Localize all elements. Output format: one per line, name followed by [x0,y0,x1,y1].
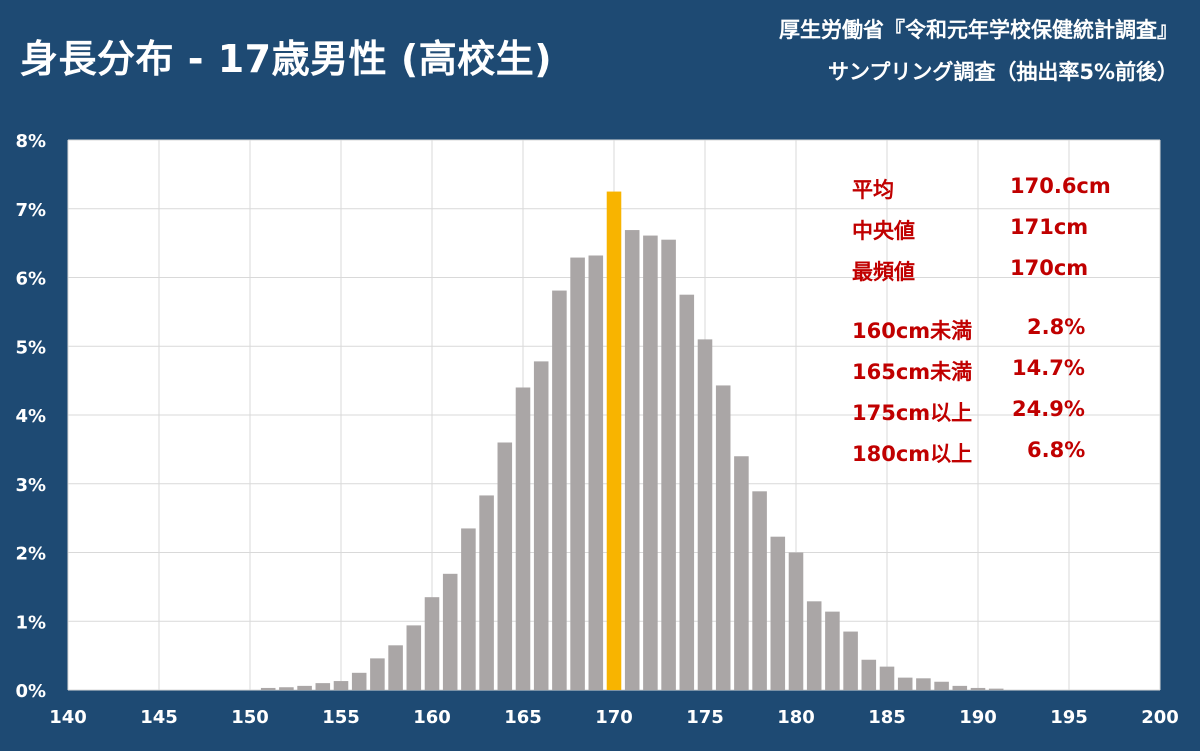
x-tick-label: 195 [1050,707,1088,728]
bar [734,456,749,690]
x-tick-label: 200 [1141,707,1179,728]
bar [752,491,767,690]
bar [970,687,986,690]
y-tick-label: 3% [15,475,46,496]
x-tick-label: 155 [322,707,360,728]
bar [515,387,531,690]
bar [279,687,294,690]
bar [552,290,567,690]
bar [315,683,331,690]
bar [406,625,422,690]
y-tick-label: 6% [15,269,46,290]
bar [643,235,658,690]
bar [351,672,367,690]
stat-label: 160cm未満 [852,319,973,343]
source-note: サンプリング調査（抽出率5%前後） [827,60,1178,84]
stat-value: 170cm [1010,256,1089,280]
bar [679,294,695,690]
stat-value: 2.8% [1027,315,1086,339]
x-tick-label: 185 [868,707,906,728]
bar [424,597,440,690]
bar [916,678,931,690]
stat-value: 24.9% [1012,397,1085,421]
bar [770,536,786,690]
bar [788,552,804,690]
bar [897,677,913,690]
stat-value: 14.7% [1012,356,1085,380]
stat-label: 平均 [852,178,894,202]
bar [297,685,312,690]
bar [879,666,895,690]
bars [260,191,1004,690]
stat-label: 165cm未満 [852,360,973,384]
stat-value: 171cm [1010,215,1089,239]
bar [570,257,585,690]
stat-value: 170.6cm [1010,174,1111,198]
bar [333,681,349,690]
bar [661,239,676,690]
y-tick-label: 5% [15,337,46,358]
bar [806,601,822,690]
y-tick-label: 7% [15,200,46,221]
x-tick-label: 190 [959,707,997,728]
x-tick-label: 170 [595,707,633,728]
bar [588,255,604,690]
bar-highlight [606,191,622,690]
y-tick-label: 4% [15,406,46,427]
source-title: 厚生労働省『令和元年学校保健統計調査』 [779,18,1178,42]
x-tick-label: 175 [686,707,724,728]
x-tick-label: 180 [777,707,815,728]
x-tick-label: 145 [140,707,178,728]
bar [497,442,513,690]
x-tick-label: 150 [231,707,269,728]
stat-value: 6.8% [1027,438,1086,462]
bar [825,611,840,690]
bar [861,659,877,690]
bar [388,645,403,690]
bar [715,385,731,690]
bar [479,495,494,690]
stat-label: 175cm以上 [852,401,973,425]
y-tick-label: 2% [15,544,46,565]
stat-label: 最頻値 [852,260,915,284]
y-tick-label: 1% [15,612,46,633]
y-axis-ticks: 0% 1% 2% 3% 4% 5% 6% 7% 8% [15,131,46,702]
bar [260,687,276,690]
stat-label: 中央値 [852,219,915,243]
chart-title: 身長分布 - 17歳男性 (高校生) [20,37,553,81]
y-tick-label: 0% [15,681,46,702]
bar [370,658,385,690]
bar [533,361,549,690]
x-tick-label: 140 [49,707,87,728]
x-tick-label: 160 [413,707,451,728]
bar [624,230,640,690]
y-tick-label: 8% [15,131,46,152]
bar [461,528,476,690]
bar [988,688,1004,690]
bar [697,339,713,690]
bar [934,681,949,690]
stat-label: 180cm以上 [852,442,973,466]
x-tick-label: 165 [504,707,542,728]
bar [442,573,458,690]
bar [843,631,858,690]
bar [952,685,968,690]
x-axis-ticks: 140 145 150 155 160 165 170 175 180 185 190 195 200 [49,707,1179,728]
